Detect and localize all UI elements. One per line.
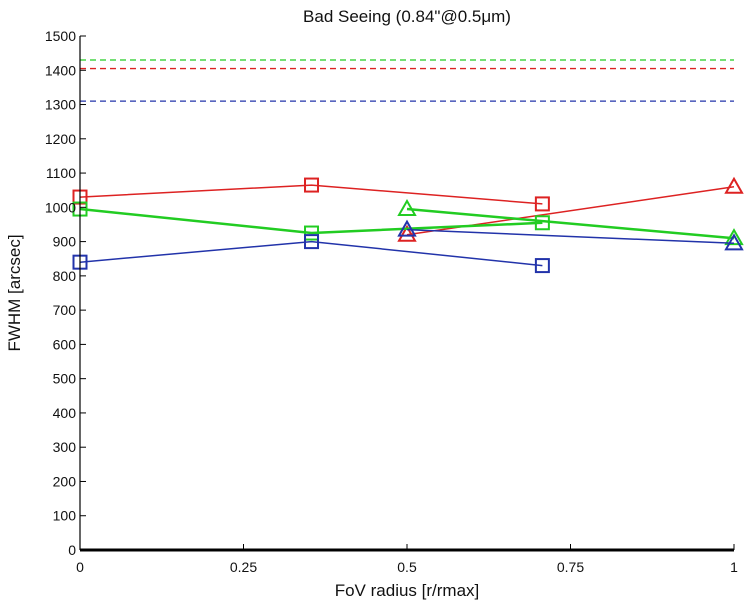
series-line — [79, 240, 543, 267]
series-line — [406, 228, 735, 245]
chart-title: Bad Seeing (0.84"@0.5μm) — [303, 7, 511, 26]
x-tick-label: 1 — [730, 559, 738, 575]
x-tick-label: 0 — [76, 559, 84, 575]
data-point — [724, 233, 744, 251]
data-point — [724, 176, 744, 194]
data-point — [304, 234, 320, 250]
data-point — [304, 225, 320, 241]
series-line — [79, 184, 543, 205]
series-line — [406, 207, 735, 240]
series-line — [79, 207, 543, 235]
y-tick-label: 100 — [53, 508, 77, 524]
reference-lines — [80, 59, 734, 102]
series-layer — [72, 176, 744, 274]
x-axis-label: FoV radius [r/rmax] — [335, 581, 480, 600]
y-tick-label: 800 — [53, 268, 77, 284]
y-tick-label: 900 — [53, 234, 77, 250]
data-point — [304, 177, 320, 193]
y-tick-label: 300 — [53, 439, 77, 455]
y-tick-label: 0 — [68, 542, 76, 558]
y-tick-label: 600 — [53, 336, 77, 352]
x-tick-label: 0.75 — [557, 559, 584, 575]
ticks: 0 100 200 300 400 500 600 700 800 900 1000 1100 1200… — [45, 28, 738, 575]
y-tick-label: 1200 — [45, 131, 76, 147]
x-tick-label: 0.25 — [230, 559, 257, 575]
y-tick-label: 200 — [53, 473, 77, 489]
axes — [79, 36, 734, 552]
y-tick-label: 1000 — [45, 199, 76, 215]
data-point — [397, 219, 417, 237]
y-tick-label: 1400 — [45, 62, 76, 78]
x-tick-label: 0.5 — [397, 559, 417, 575]
y-tick-label: 700 — [53, 302, 77, 318]
y-tick-label: 500 — [53, 371, 77, 387]
y-tick-label: 400 — [53, 405, 77, 421]
data-point — [534, 196, 550, 212]
y-axis-label: FWHM [arcsec] — [5, 234, 24, 351]
y-tick-label: 1500 — [45, 28, 76, 44]
data-point — [397, 224, 417, 242]
data-point — [534, 258, 550, 274]
data-point — [724, 228, 744, 246]
y-tick-label: 1300 — [45, 97, 76, 113]
data-point — [397, 199, 417, 217]
y-tick-label: 1100 — [46, 165, 76, 181]
